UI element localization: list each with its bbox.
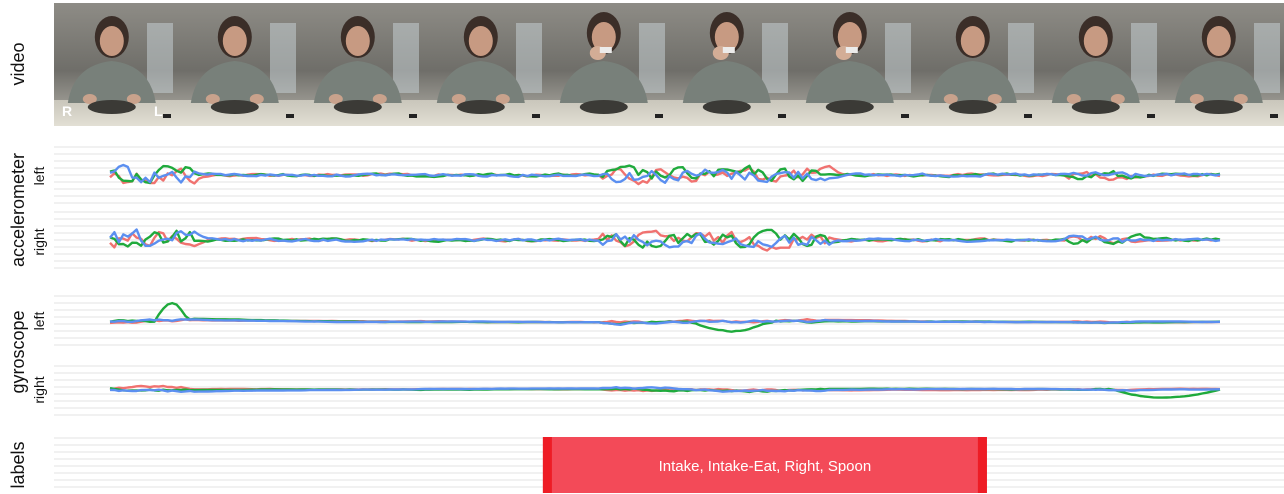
video-frame bbox=[915, 3, 1038, 126]
video-frame bbox=[423, 3, 546, 126]
label-track: Intake, Intake-Eat, Right, Spoon bbox=[542, 437, 987, 493]
video-frame bbox=[177, 3, 300, 126]
row-label-video: video bbox=[8, 42, 28, 85]
row-label-gyroscope: gyroscope bbox=[8, 310, 28, 393]
video-frame bbox=[546, 3, 669, 126]
left-hand-tag: L bbox=[154, 103, 163, 119]
background-grid bbox=[54, 146, 1284, 488]
label-bar-start-edge bbox=[542, 437, 552, 493]
label-segment: Intake, Intake-Eat, Right, Spoon bbox=[542, 437, 987, 493]
label-bar bbox=[542, 437, 987, 493]
sublabel-accelerometer-right: right bbox=[31, 228, 47, 255]
series-line bbox=[109, 163, 1221, 185]
series-line bbox=[109, 318, 1221, 326]
video-frame bbox=[300, 3, 423, 126]
video-frame bbox=[792, 3, 915, 126]
right-hand-tag: R bbox=[62, 103, 72, 119]
video-frame bbox=[1038, 3, 1161, 126]
video-frame bbox=[669, 3, 792, 126]
signal-traces bbox=[109, 163, 1221, 399]
row-label-labels: labels bbox=[8, 441, 28, 488]
panel-accelerometer-right bbox=[109, 228, 1221, 252]
panel-gyroscope-right bbox=[109, 384, 1221, 399]
sublabel-gyroscope-right: right bbox=[31, 376, 47, 403]
series-line bbox=[109, 386, 1220, 393]
row-label-accelerometer: accelerometer bbox=[8, 153, 28, 267]
series-line bbox=[109, 228, 1221, 249]
label-segment-text: Intake, Intake-Eat, Right, Spoon bbox=[659, 458, 872, 475]
video-frame bbox=[54, 3, 177, 126]
label-bar-end-edge bbox=[977, 437, 987, 493]
panel-accelerometer-left bbox=[109, 163, 1221, 186]
sublabel-gyroscope-left: left bbox=[31, 312, 47, 331]
video-frame bbox=[1161, 3, 1284, 126]
sublabel-accelerometer-left: left bbox=[31, 167, 47, 186]
panel-gyroscope-left bbox=[109, 301, 1221, 333]
